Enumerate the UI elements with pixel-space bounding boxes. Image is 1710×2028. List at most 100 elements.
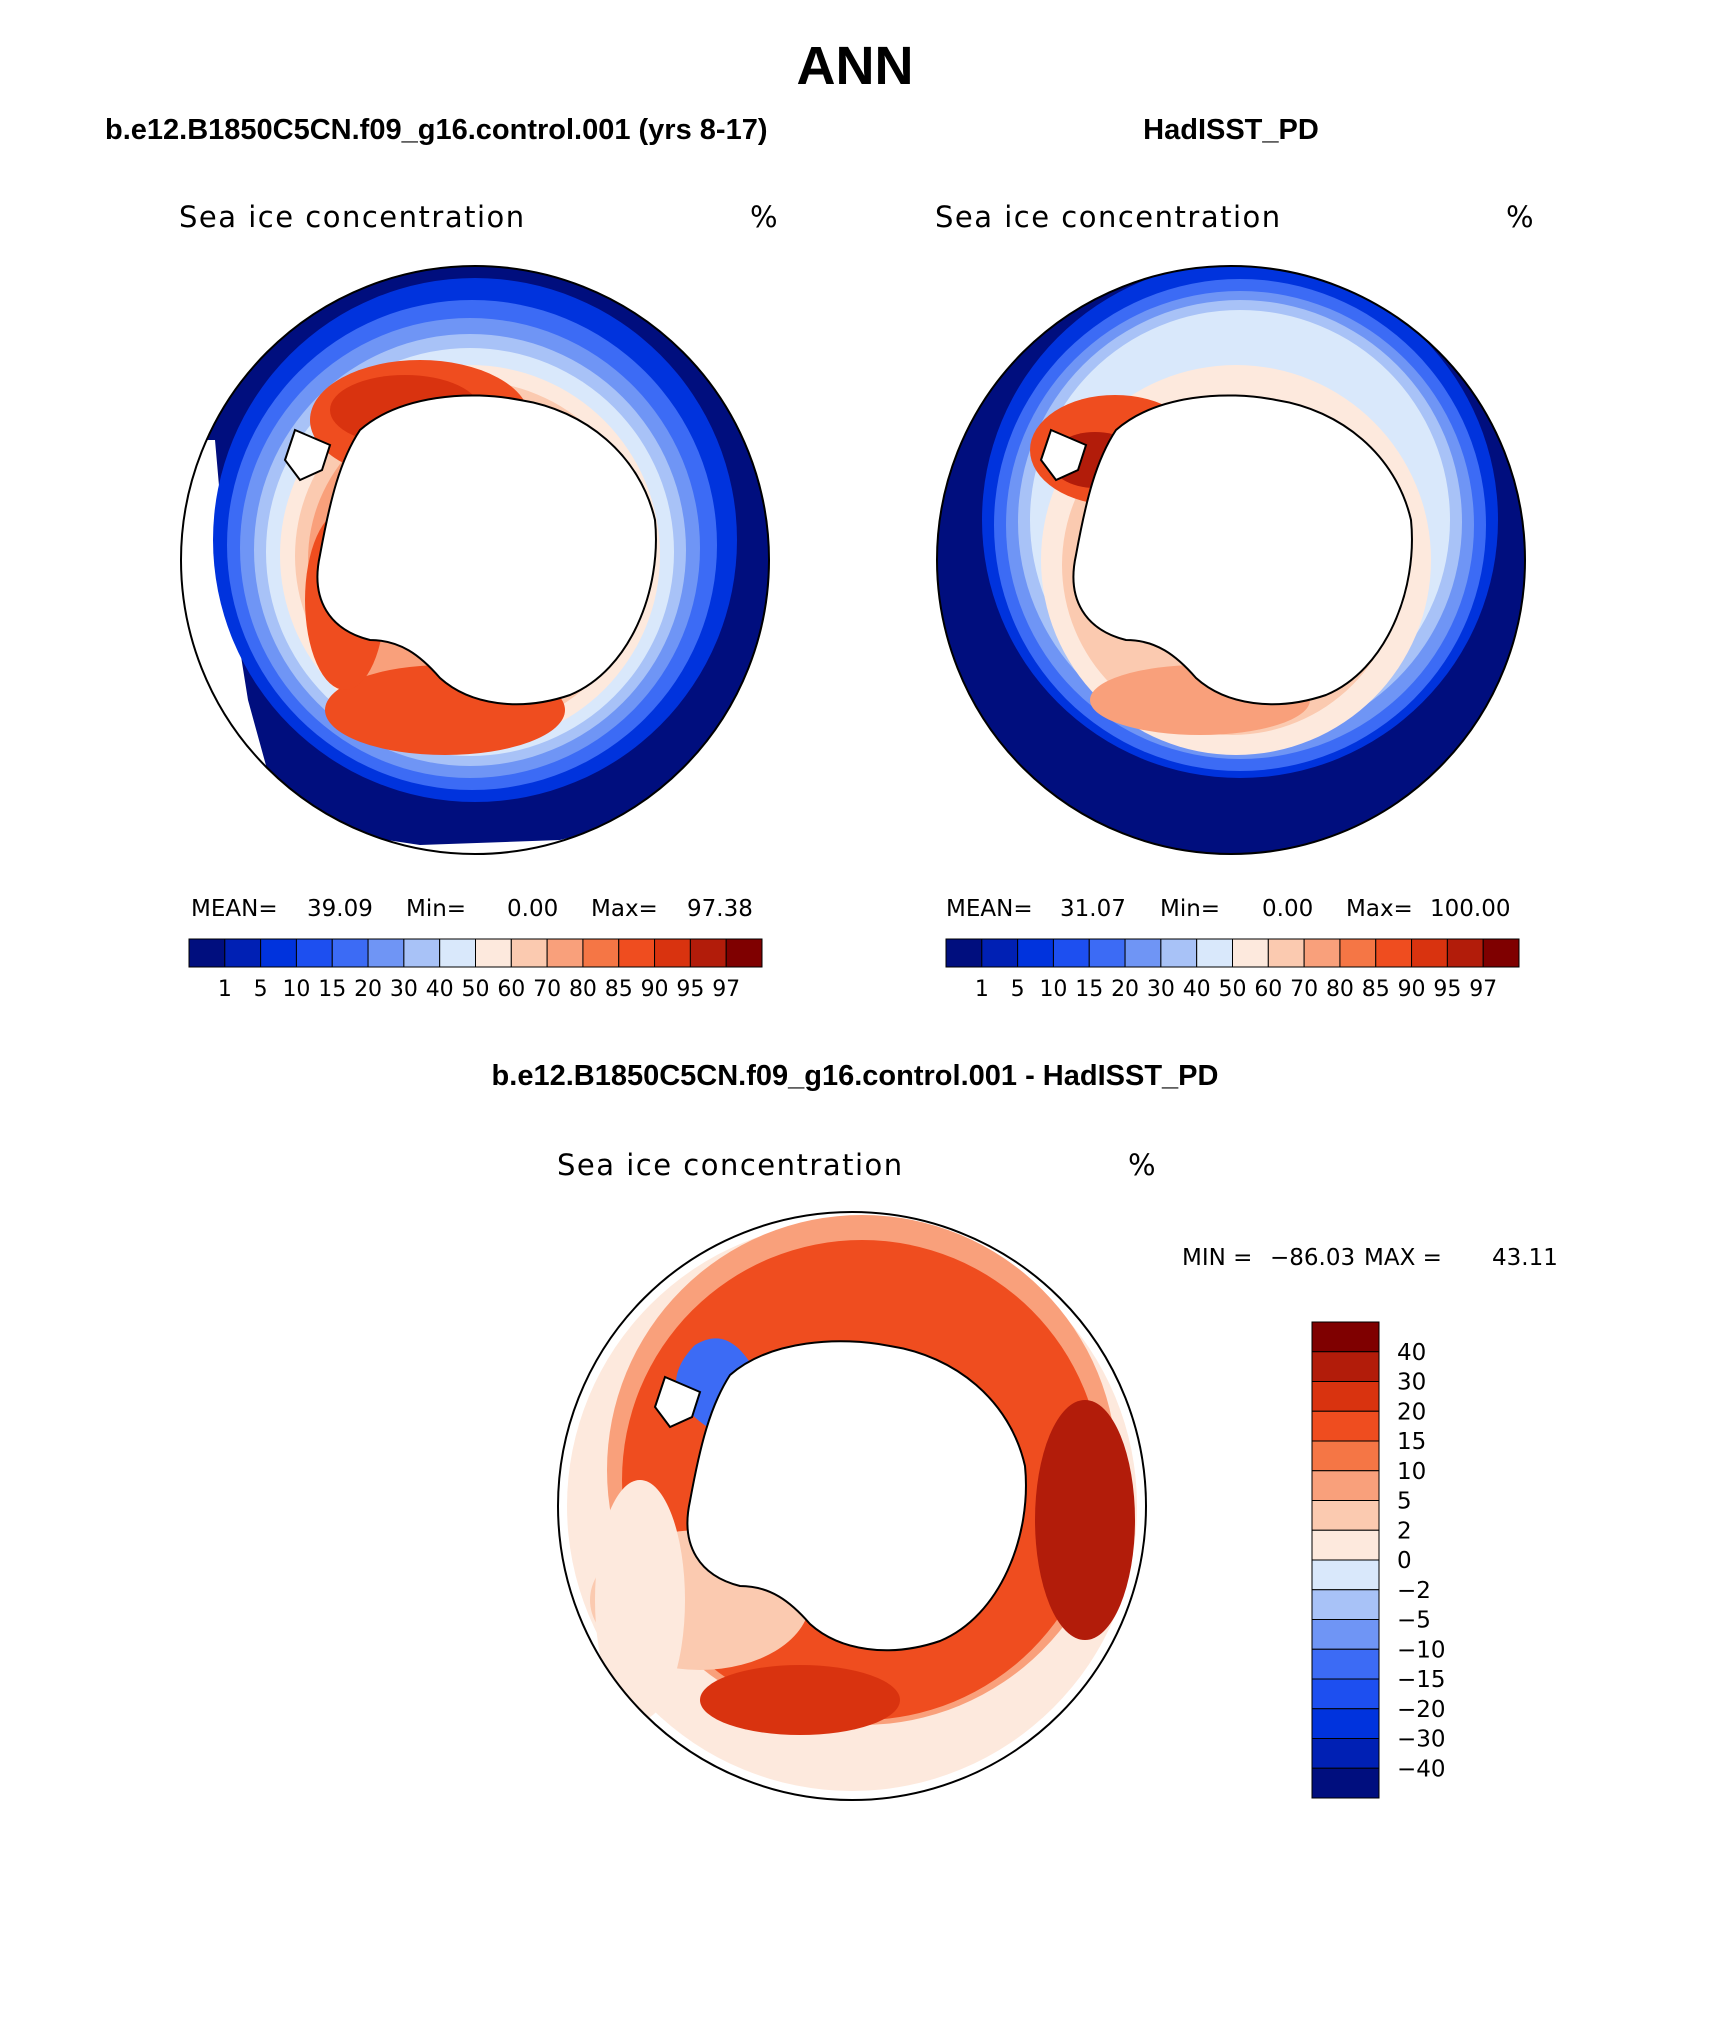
stats-diff-max-label: MAX = [1364, 1245, 1442, 1271]
colorbar-diff-tick-label: −2 [1397, 1578, 1431, 1604]
colorbar-diff-tick-label: −15 [1397, 1667, 1446, 1693]
stats-obs: MEAN= 31.07 Min= 0.00 Max= 100.00 [946, 896, 1510, 922]
colorbar-model-tick-label: 80 [569, 977, 597, 1002]
colorbar-obs-tick-label: 85 [1362, 977, 1390, 1002]
stats-model-mean: 39.09 [307, 896, 373, 922]
colorbar-model-tick-label: 50 [462, 977, 490, 1002]
colorbar-diff-swatch [1311, 1381, 1380, 1412]
colorbar-diff-tick-label: 0 [1397, 1548, 1412, 1574]
colorbar-diff-tick-label: 40 [1397, 1340, 1426, 1366]
page-title: ANN [797, 36, 914, 96]
stats-obs-min-label: Min= [1160, 896, 1220, 922]
colorbar-model-tick-label: 85 [605, 977, 633, 1002]
colorbar-model-swatch [331, 938, 369, 968]
colorbar-diff-swatch [1311, 1648, 1380, 1680]
colorbar-diff-tick-label: 10 [1397, 1459, 1426, 1485]
colorbar-obs-tick-label: 70 [1290, 977, 1318, 1002]
colorbar-model-tick-label: 97 [712, 977, 740, 1002]
colorbar-model-tick-label: 15 [318, 977, 346, 1002]
stats-obs-mean: 31.07 [1060, 896, 1126, 922]
colorbar-obs-tick-label: 15 [1075, 977, 1103, 1002]
stats-model-min-label: Min= [406, 896, 466, 922]
stats-diff-max: 43.11 [1492, 1245, 1558, 1271]
colorbar-diff-swatch [1311, 1559, 1380, 1591]
colorbar-obs-tick-label: 5 [1011, 977, 1025, 1002]
panel-obs: HadISST_PD Sea ice concentration % MEAN=… [935, 114, 1534, 1002]
colorbar-diff-swatch [1311, 1440, 1380, 1472]
colorbar-model: 1 5 10 15 20 30 40 50 60 70 80 85 90 95 97 [188, 938, 763, 1002]
stats-model-min: 0.00 [507, 896, 558, 922]
map-obs [937, 266, 1525, 854]
panel-diff-units: % [1128, 1148, 1156, 1182]
stats-obs-mean-label: MEAN= [946, 896, 1033, 922]
colorbar-model-swatch [725, 938, 763, 968]
panel-model-header: b.e12.B1850C5CN.f09_g16.control.001 (yrs… [105, 114, 767, 146]
colorbar-model-swatch [367, 938, 405, 968]
colorbar-model-swatch [403, 938, 441, 968]
panel-model: b.e12.B1850C5CN.f09_g16.control.001 (yrs… [105, 114, 778, 1002]
colorbar-model-swatch [510, 938, 548, 968]
map-model-border [180, 265, 770, 855]
colorbar-model-swatch [689, 938, 727, 968]
colorbar-diff-tick-label: 5 [1397, 1489, 1412, 1515]
colorbar-obs-swatch [1196, 938, 1233, 968]
colorbar-obs-swatch [1052, 938, 1090, 968]
colorbar-model-tick-label: 20 [354, 977, 382, 1002]
colorbar-model-swatch [295, 938, 333, 968]
colorbar-obs-swatch [1375, 938, 1413, 968]
panel-diff-header: b.e12.B1850C5CN.f09_g16.control.001 - Ha… [492, 1060, 1219, 1092]
colorbar-obs-tick-label: 90 [1398, 977, 1426, 1002]
stats-model-max-label: Max= [591, 896, 658, 922]
colorbar-diff-tick-label: 2 [1397, 1518, 1412, 1544]
panel-obs-header: HadISST_PD [1143, 114, 1319, 146]
colorbar-model-swatch [475, 938, 512, 968]
colorbar-model-swatch [654, 938, 691, 968]
map-model [181, 266, 769, 854]
colorbar-model-tick-label: 10 [282, 977, 310, 1002]
stats-model-max: 97.38 [687, 896, 753, 922]
colorbar-obs-swatch [1017, 938, 1054, 968]
panel-model-units: % [750, 200, 778, 234]
colorbar-diff-swatch [1311, 1500, 1380, 1531]
stats-diff-min: −86.03 [1270, 1245, 1355, 1271]
stats-model-mean-label: MEAN= [191, 896, 278, 922]
colorbar-model-tick-label: 95 [676, 977, 704, 1002]
colorbar-diff-swatch [1311, 1589, 1380, 1620]
colorbar-obs-tick-label: 50 [1219, 977, 1247, 1002]
colorbar-diff-tick-label: 30 [1397, 1370, 1426, 1396]
panel-diff-plot-title: Sea ice concentration [557, 1148, 904, 1182]
colorbar-model-tick-label: 1 [218, 977, 232, 1002]
colorbar-obs: 1 5 10 15 20 30 40 50 60 70 80 85 90 95 97 [945, 938, 1520, 1002]
colorbar-obs-swatch [1446, 938, 1484, 968]
colorbar-obs-swatch [1339, 938, 1377, 968]
colorbar-obs-swatch [1124, 938, 1162, 968]
colorbar-diff-swatch [1311, 1678, 1380, 1710]
colorbar-model-swatch [260, 938, 297, 968]
colorbar-obs-tick-label: 20 [1111, 977, 1139, 1002]
colorbar-obs-swatch [945, 938, 983, 968]
colorbar-model-swatch [582, 938, 620, 968]
stats-obs-max-label: Max= [1346, 896, 1413, 922]
colorbar-diff-tick-label: −40 [1397, 1756, 1446, 1782]
colorbar-diff-swatch [1311, 1738, 1380, 1769]
panel-model-plot-title: Sea ice concentration [179, 200, 526, 234]
colorbar-obs-swatch [1411, 938, 1448, 968]
map-obs-border [936, 265, 1526, 855]
colorbar-obs-swatch [981, 938, 1019, 968]
colorbar-diff-swatch [1311, 1529, 1380, 1561]
panel-diff: b.e12.B1850C5CN.f09_g16.control.001 - Ha… [492, 1060, 1558, 1801]
colorbar-diff-tick-label: 20 [1397, 1399, 1426, 1425]
colorbar-diff-tick-label: 15 [1397, 1429, 1426, 1455]
colorbar-model-tick-label: 60 [497, 977, 525, 1002]
colorbar-diff-tick-label: −30 [1397, 1727, 1446, 1753]
colorbar-obs-swatch [1303, 938, 1341, 968]
stats-diff: MIN = −86.03 MAX = 43.11 [1182, 1245, 1558, 1271]
colorbar-obs-tick-label: 95 [1433, 977, 1461, 1002]
colorbar-obs-swatch [1160, 938, 1198, 968]
colorbar-obs-tick-label: 30 [1147, 977, 1175, 1002]
map-diff [558, 1212, 1146, 1800]
colorbar-diff-swatch [1311, 1410, 1380, 1442]
colorbar-diff-swatch [1311, 1321, 1380, 1353]
